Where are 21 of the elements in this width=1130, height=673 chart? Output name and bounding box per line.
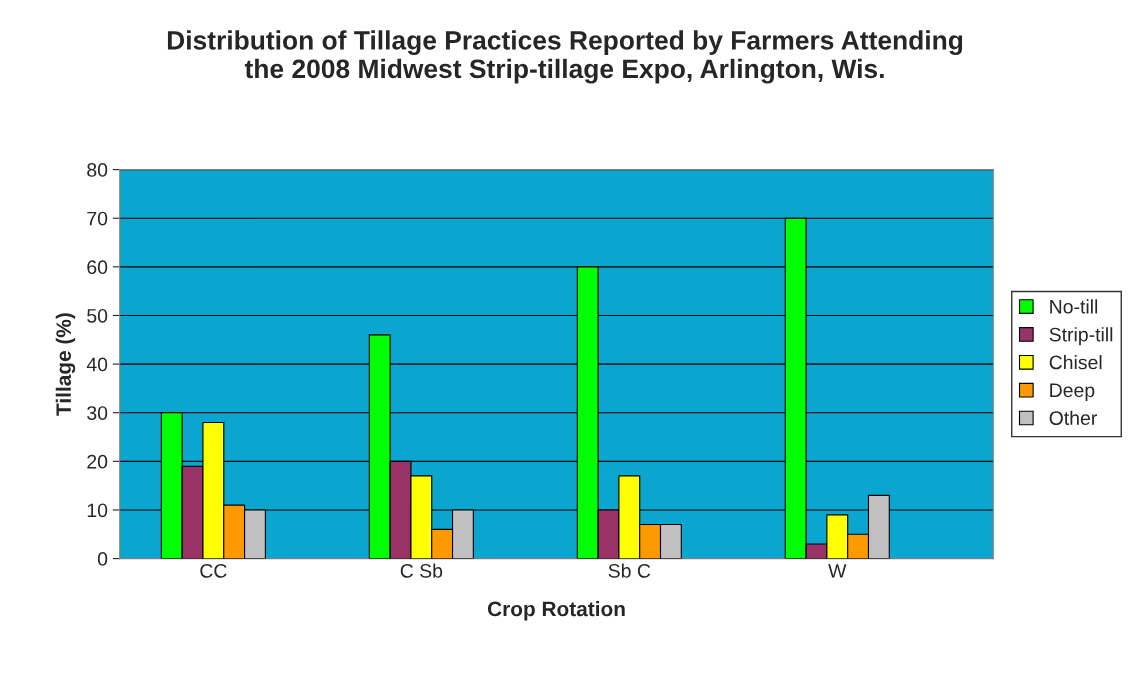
x-tick-label: CC <box>200 563 227 578</box>
chart-title: Distribution of Tillage Practices Reported by Farmers Attending the 2008 Midwest Strip-tillage Expo, Arlington, Wis. <box>167 30 963 84</box>
legend-label: Deep <box>1050 383 1095 401</box>
y-tick-label: 20 <box>87 454 108 469</box>
y-tick-label: 10 <box>87 503 108 518</box>
legend-label: Strip-till <box>1049 327 1113 346</box>
y-tick-label: 70 <box>87 211 108 226</box>
y-tick-label: 80 <box>87 163 108 177</box>
x-tick-label: C Sb <box>400 563 443 578</box>
y-axis-title: Tillage (%) <box>55 313 76 416</box>
legend-label: Other <box>1049 410 1097 426</box>
x-tick-label: Sb C <box>608 563 651 578</box>
y-tick-label: 60 <box>87 260 108 275</box>
y-tick-label: 0 <box>97 552 108 566</box>
y-tick-label: 40 <box>86 357 108 372</box>
x-axis-title: Crop Rotation <box>487 601 625 621</box>
legend-label: Chisel <box>1049 355 1102 370</box>
x-tick-label: W <box>828 564 847 578</box>
legend-label: No-till <box>1050 299 1098 314</box>
y-tick-label: 50 <box>87 308 108 323</box>
y-tick-label: 30 <box>87 406 108 420</box>
